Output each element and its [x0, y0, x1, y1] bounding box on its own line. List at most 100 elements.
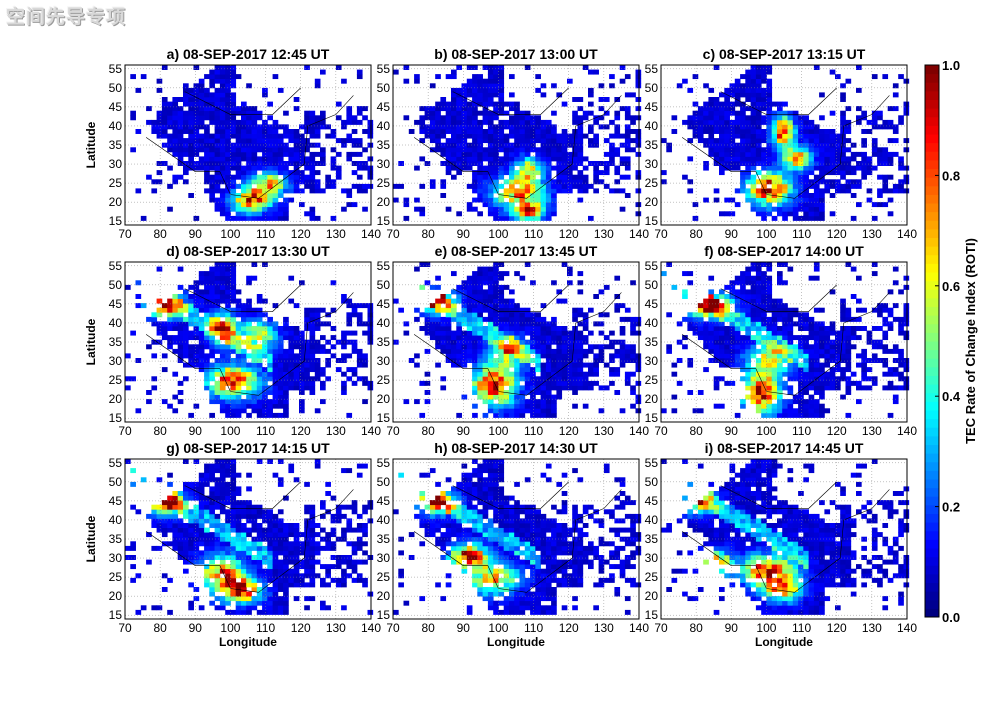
roti-cell: [519, 138, 526, 144]
roti-cell: [477, 344, 483, 350]
roti-cell: [346, 151, 353, 157]
roti-cell: [630, 390, 636, 395]
roti-cell: [524, 202, 531, 208]
roti-cell: [556, 390, 563, 395]
roti-cell: [156, 78, 163, 84]
roti-cell: [304, 142, 310, 148]
roti-cell: [692, 321, 699, 327]
roti-cell: [209, 371, 215, 377]
roti-cell: [813, 202, 820, 208]
roti-cell: [272, 179, 279, 185]
roti-cell: [577, 119, 584, 125]
roti-cell: [551, 339, 557, 345]
roti-cell: [161, 367, 168, 373]
x-tick-label: 80: [421, 424, 435, 438]
roti-cell: [745, 376, 751, 382]
roti-cell: [451, 115, 457, 121]
roti-cell: [235, 138, 242, 144]
roti-cell: [230, 97, 237, 102]
x-tick-label: 90: [189, 424, 203, 438]
roti-cell: [472, 197, 478, 203]
roti-cell: [293, 380, 300, 386]
roti-cell: [766, 129, 773, 134]
roti-cell: [755, 376, 762, 382]
roti-cell: [256, 156, 263, 162]
roti-cell: [304, 307, 310, 313]
roti-cell: [898, 165, 904, 171]
roti-cell: [755, 394, 762, 400]
roti-cell: [761, 399, 767, 405]
roti-cell: [183, 307, 189, 313]
roti-cell: [472, 174, 478, 180]
roti-cell: [835, 170, 841, 176]
roti-cell: [845, 312, 852, 318]
roti-cell: [466, 202, 473, 208]
roti-cell: [514, 170, 520, 176]
roti-cell: [514, 335, 520, 341]
roti-cell: [293, 183, 300, 189]
roti-cell: [293, 174, 300, 180]
roti-cell: [309, 206, 316, 212]
roti-cell: [771, 371, 778, 377]
roti-cell: [219, 385, 226, 391]
roti-cell: [341, 78, 347, 84]
roti-cell: [750, 197, 757, 203]
roti-cell: [225, 147, 231, 153]
roti-cell: [750, 92, 757, 98]
x-tick-label: 100: [756, 424, 776, 438]
roti-cell: [251, 138, 258, 144]
roti-cell: [272, 376, 279, 382]
roti-cell: [845, 119, 852, 125]
roti-cell: [514, 106, 520, 112]
roti-cell: [493, 65, 499, 70]
roti-cell: [493, 362, 499, 368]
roti-cell: [304, 179, 310, 185]
roti-cell: [466, 280, 473, 286]
roti-cell: [771, 380, 778, 386]
roti-cell: [703, 367, 709, 373]
roti-cell: [845, 156, 852, 162]
roti-cell: [424, 307, 431, 313]
roti-cell: [803, 403, 809, 409]
roti-cell: [293, 156, 300, 162]
roti-cell: [766, 385, 773, 391]
roti-cell: [304, 376, 310, 382]
roti-cell: [151, 353, 158, 359]
roti-cell: [451, 307, 457, 313]
roti-cell: [866, 335, 873, 341]
roti-cell: [724, 303, 730, 309]
roti-cell: [435, 110, 441, 116]
roti-cell: [892, 303, 899, 309]
roti-cell: [708, 312, 715, 318]
roti-cell: [509, 348, 515, 354]
roti-cell: [241, 115, 247, 121]
roti-cell: [246, 124, 252, 130]
roti-cell: [567, 188, 573, 194]
roti-cell: [351, 142, 358, 148]
roti-cell: [314, 179, 321, 185]
roti-cell: [183, 527, 189, 533]
roti-cell: [330, 215, 337, 221]
roti-cell: [256, 385, 263, 391]
roti-cell: [708, 129, 715, 134]
roti-cell: [819, 202, 825, 208]
roti-cell: [267, 211, 273, 217]
roti-cell: [514, 101, 520, 107]
roti-cell: [314, 215, 321, 221]
roti-cell: [482, 165, 489, 171]
roti-cell: [719, 294, 725, 299]
roti-cell: [734, 202, 741, 208]
roti-cell: [225, 262, 231, 267]
roti-cell: [161, 500, 168, 506]
roti-cell: [230, 399, 237, 405]
roti-cell: [304, 380, 310, 386]
roti-cell: [813, 358, 820, 363]
roti-cell: [582, 371, 589, 377]
roti-cell: [246, 156, 252, 162]
roti-cell: [309, 307, 316, 313]
roti-cell: [256, 129, 263, 134]
roti-cell: [835, 183, 841, 189]
roti-cell: [708, 275, 715, 281]
roti-cell: [283, 390, 289, 395]
roti-cell: [535, 353, 541, 359]
